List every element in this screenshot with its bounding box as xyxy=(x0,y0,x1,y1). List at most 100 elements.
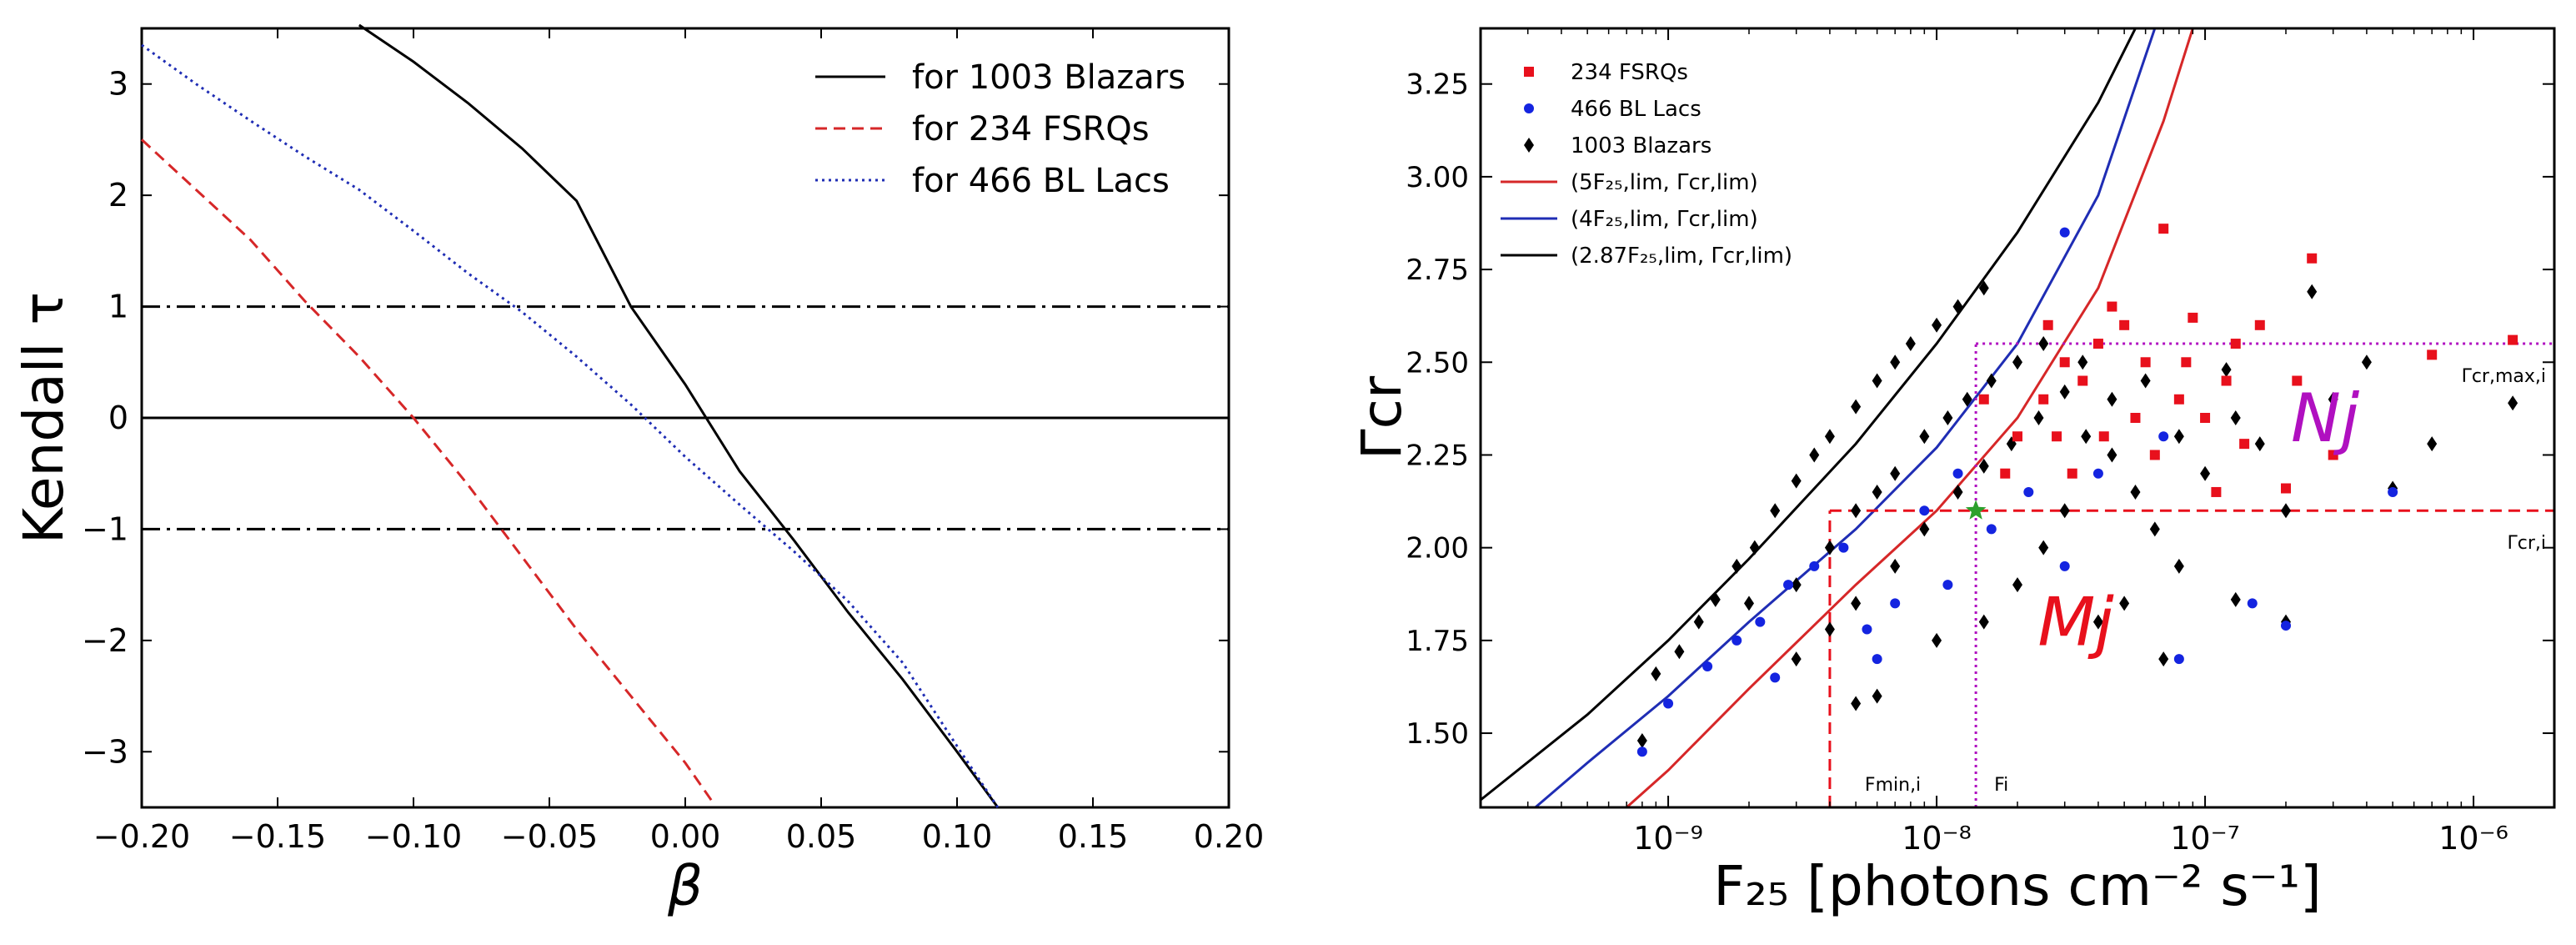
fsrq-point xyxy=(2200,413,2211,423)
bllac-point xyxy=(2092,468,2103,479)
blazar-point xyxy=(2149,521,2160,537)
fsrq-point xyxy=(2119,319,2130,330)
blazar-point xyxy=(2173,429,2184,445)
blazar-point xyxy=(2427,436,2438,452)
right-y-tick-label: 1.50 xyxy=(1406,717,1469,751)
bllac-point xyxy=(2059,560,2070,571)
blazar-point xyxy=(2012,354,2022,370)
bllac-point xyxy=(1809,560,1820,571)
right-y-tick-label: 2.00 xyxy=(1406,532,1469,565)
blazar-point xyxy=(1932,317,1942,333)
f-i-label: Fi xyxy=(1994,775,2008,796)
fsrq-point xyxy=(2188,312,2198,323)
bllac-point xyxy=(2059,227,2070,238)
left-x-tick-label: 0.05 xyxy=(786,818,857,855)
blazar-point xyxy=(1744,596,1754,611)
right-legend-label-5: (2.87F₂₅,lim, Γcr,lim) xyxy=(1571,244,1792,269)
blazar-point xyxy=(2254,436,2265,452)
left-series-line-1 xyxy=(140,138,714,803)
bllac-point xyxy=(2173,654,2184,665)
blazar-point xyxy=(1952,484,1963,500)
fsrq-point xyxy=(2092,339,2103,349)
blazar-point xyxy=(1710,591,1721,607)
right-limit-curve-0 xyxy=(1626,28,2194,807)
blazar-point xyxy=(1770,503,1781,519)
bllac-point xyxy=(1732,635,1742,646)
left-legend-label-2: for 466 BL Lacs xyxy=(912,162,1170,200)
bllac-point xyxy=(2158,431,2169,442)
left-x-tick-label: 0.20 xyxy=(1194,818,1265,855)
blazar-point xyxy=(2081,429,2092,445)
blazar-point xyxy=(2012,577,2022,593)
blazar-point xyxy=(1962,391,1972,407)
blazar-point xyxy=(1651,666,1661,681)
right-legend-label-1: 466 BL Lacs xyxy=(1571,97,1701,122)
bllac-point xyxy=(1770,672,1781,683)
blazar-point xyxy=(2077,354,2088,370)
bllac-point xyxy=(1636,746,1647,757)
fsrq-point xyxy=(2328,450,2338,460)
left-y-tick-label: 2 xyxy=(108,177,128,214)
bllac-point xyxy=(1783,580,1794,591)
fsrq-point xyxy=(2012,431,2022,442)
bllac-point xyxy=(1919,505,1930,516)
fsrq-point xyxy=(2059,357,2070,368)
blazar-point xyxy=(2307,284,2318,299)
right-y-tick-label: 2.25 xyxy=(1406,439,1469,472)
bllac-point xyxy=(1952,468,1963,479)
fsrq-point xyxy=(2281,483,2291,494)
blazar-point xyxy=(1732,558,1742,574)
region-label-nj: Nj xyxy=(2291,380,2360,457)
blazar-point xyxy=(2038,336,2049,352)
bllac-point xyxy=(1755,616,1766,627)
blazar-point xyxy=(2130,484,2141,500)
left-x-tick-label: 0.00 xyxy=(650,818,721,855)
blazar-point xyxy=(1851,596,1862,611)
fsrq-point xyxy=(2067,468,2077,479)
blazar-point xyxy=(1809,447,1820,463)
blazar-point xyxy=(1791,651,1802,667)
fsrq-point xyxy=(2307,253,2318,264)
bllac-point xyxy=(1663,698,1674,709)
right-x-tick-label: 10⁻⁶ xyxy=(2438,820,2508,857)
bllac-point xyxy=(2388,486,2398,497)
blazar-point xyxy=(1851,696,1862,711)
left-x-tick-label: −0.15 xyxy=(229,818,326,855)
gamma-cr-max-i-label: Γcr,max,i xyxy=(2462,366,2546,387)
blazar-point xyxy=(1791,577,1802,593)
blazar-point xyxy=(1693,614,1704,630)
left-x-axis-title: β xyxy=(667,854,703,918)
fsrq-point xyxy=(2149,450,2160,460)
right-y-tick-label: 3.25 xyxy=(1406,68,1469,102)
blazar-point xyxy=(1905,336,1916,352)
right-x-tick-label: 10⁻⁷ xyxy=(2170,820,2240,857)
bllac-point xyxy=(1942,580,1953,591)
fsrq-point xyxy=(2107,301,2117,312)
fsrq-point xyxy=(2140,357,2151,368)
fsrq-point xyxy=(2173,394,2184,405)
blazar-point xyxy=(2038,540,2049,555)
left-x-tick-label: 0.15 xyxy=(1058,818,1129,855)
right-legend: 234 FSRQs 466 BL Lacs 1003 Blazars (5F₂₅,li… xyxy=(1501,60,1792,269)
right-legend-label-0: 234 FSRQs xyxy=(1571,60,1688,85)
blazar-point xyxy=(1932,632,1942,648)
left-panel-kendall-tau: −0.20 −0.15 −0.10 −0.05 0.00 0.05 0.10 0.15 0.20… xyxy=(12,23,1265,918)
fsrq-point xyxy=(2254,319,2265,330)
gamma-cr-i-label: Γcr,i xyxy=(2507,533,2546,554)
fsrq-point xyxy=(2000,468,2011,479)
blazar-point xyxy=(2107,447,2117,463)
right-legend-marker-fsrq xyxy=(1524,67,1534,77)
left-y-tick-label: 3 xyxy=(108,66,128,103)
f-min-i-label: Fmin,i xyxy=(1865,775,1921,796)
blazar-point xyxy=(1636,732,1647,748)
blazar-point xyxy=(2107,391,2117,407)
blazar-point xyxy=(1872,373,1882,389)
blazar-point xyxy=(2158,651,2169,667)
left-x-tick-label: −0.10 xyxy=(365,818,462,855)
fsrq-point xyxy=(2427,349,2438,360)
fsrq-point xyxy=(2292,375,2303,386)
blazar-point xyxy=(1890,465,1901,481)
blazar-point xyxy=(2092,614,2103,630)
right-y-tick-label: 1.75 xyxy=(1406,625,1469,658)
left-legend-label-1: for 234 FSRQs xyxy=(912,110,1150,148)
